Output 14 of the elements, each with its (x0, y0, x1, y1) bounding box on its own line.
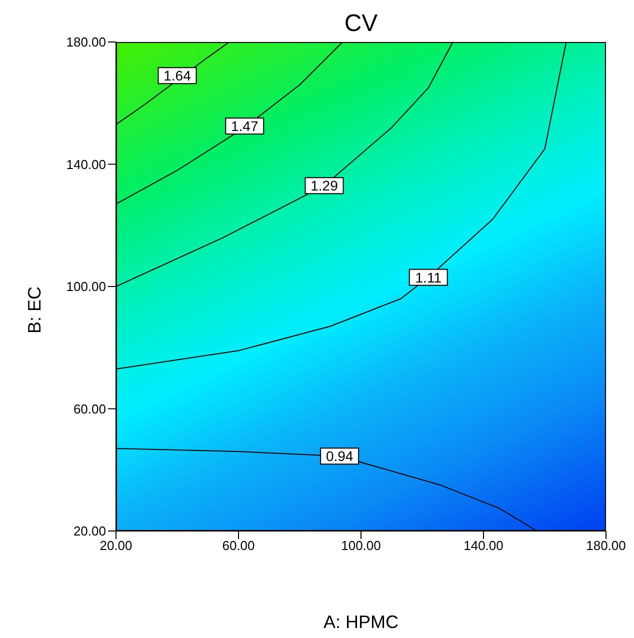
y-tick-label: 100.00 (66, 279, 106, 294)
annotation: 1.64 (164, 68, 192, 84)
chart-title: CV (343, 10, 379, 38)
x-tick-label: 60.00 (222, 538, 255, 554)
y-tick-label: 140.00 (66, 156, 106, 172)
y-tick-label: 180.00 (66, 34, 106, 50)
y-axis-title: B: EC (24, 286, 44, 334)
x-axis-title: A: HPMC (323, 612, 399, 632)
x-tick-label: 100.00 (341, 538, 381, 554)
x-tick-label: 180.00 (586, 538, 626, 554)
y-tick-label: 20.00 (73, 524, 106, 539)
x-tick-label: 140.00 (464, 538, 504, 554)
y-tick-label: 60.00 (73, 401, 106, 416)
x-tick-label: 20.00 (100, 538, 132, 554)
